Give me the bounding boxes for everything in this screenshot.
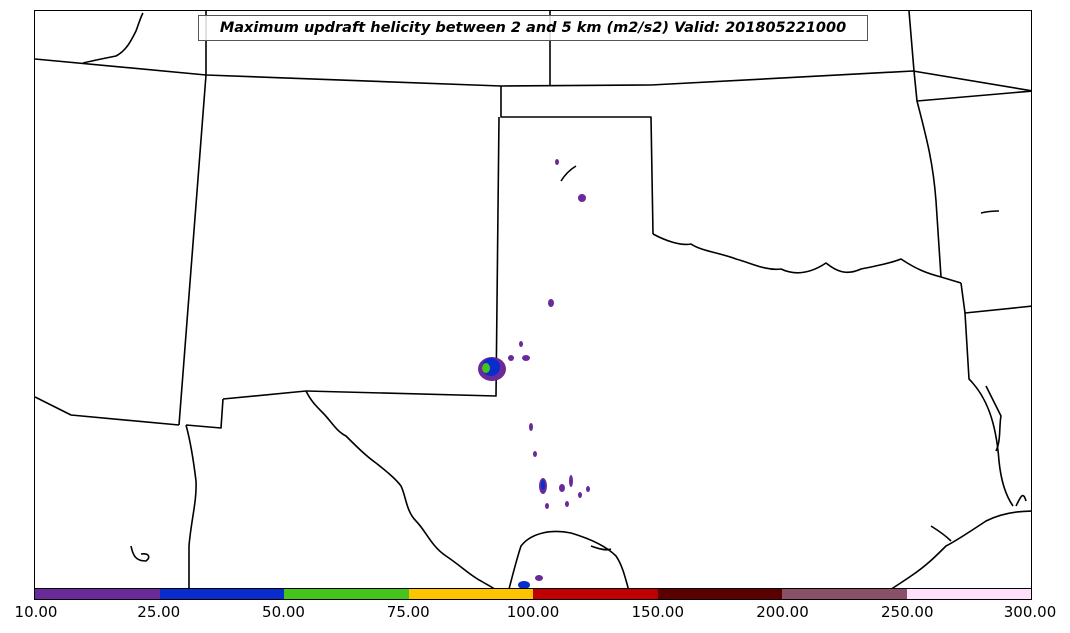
colorbar-tick-label: 75.00	[386, 603, 430, 621]
helicity-swaths	[478, 159, 590, 589]
mx-border-west	[185, 424, 197, 599]
colorbar-tick-label: 150.00	[631, 603, 685, 621]
state-border-tx-mx	[185, 398, 224, 429]
colorbar-tick-label: 200.00	[756, 603, 809, 621]
state-border-ks-mo	[908, 11, 1031, 102]
swath-south-7	[565, 501, 569, 507]
colorbar-segment-7	[906, 589, 1031, 599]
colorbar-tick-label: 10.00	[14, 603, 58, 621]
swath-south-4	[578, 492, 582, 498]
colorbar-tick-label: 300.00	[1003, 603, 1057, 621]
colorbar-segment-2	[284, 589, 409, 599]
colorbar-tick-label: 25.00	[137, 603, 181, 621]
coast-detail-south	[930, 525, 952, 542]
colorbar-tick-label: 100.00	[506, 603, 560, 621]
map-canvas	[35, 11, 1031, 599]
bay-detail	[1015, 494, 1027, 507]
swath-small-3	[519, 341, 523, 347]
swath-north-1	[555, 159, 559, 165]
colorbar-segment-3	[408, 589, 533, 599]
lake-texas-1	[560, 165, 577, 182]
colorbar-segment-1	[159, 589, 284, 599]
colorbar-segment-4	[533, 589, 658, 599]
state-border-tx-nm-south	[305, 390, 506, 599]
colorbar-segment-0	[35, 589, 160, 599]
swath-south-6	[545, 503, 549, 509]
swath-south-3	[569, 475, 573, 487]
swath-mid-2	[529, 423, 533, 431]
swath-mid-1	[548, 299, 554, 307]
lake-north-2	[980, 210, 1000, 214]
state-border-la-ar	[960, 282, 1031, 314]
swath-coast-2	[535, 575, 543, 581]
state-border-nm-east	[305, 116, 500, 397]
state-border-az-mx	[35, 396, 180, 426]
state-boundaries	[35, 11, 1031, 599]
swath-coast-1	[518, 581, 530, 589]
swath-cluster-main-green	[482, 363, 490, 373]
colorbar-segment-5	[657, 589, 782, 599]
lake-north-1	[82, 12, 144, 64]
baja-coast	[130, 545, 150, 562]
red-river-border	[652, 233, 962, 284]
gulf-coast	[873, 510, 1031, 599]
state-border-la-tx	[964, 312, 1014, 507]
colorbar	[34, 588, 1032, 600]
swath-small-1	[508, 355, 514, 361]
colorbar-tick-label: 250.00	[881, 603, 934, 621]
swath-mid-3	[533, 451, 537, 457]
state-border-nm-az	[222, 390, 307, 400]
colorbar-segment-6	[782, 589, 907, 599]
swath-south-5	[586, 486, 590, 492]
state-border-ok-panhandle	[500, 86, 654, 235]
map-title: Maximum updraft helicity between 2 and 5…	[198, 15, 868, 41]
map-frame	[34, 10, 1032, 600]
swath-south-1-blue	[541, 480, 545, 490]
coast-detail-2	[590, 545, 612, 551]
swath-south-2	[559, 484, 565, 492]
tx-coast-detail	[985, 385, 1002, 452]
state-border-north-1	[35, 58, 1031, 92]
swath-north-2	[578, 194, 586, 202]
mx-coast-inner	[505, 530, 630, 599]
state-border-ar	[916, 100, 942, 278]
colorbar-tick-label: 50.00	[262, 603, 305, 621]
swath-small-2	[522, 355, 530, 361]
